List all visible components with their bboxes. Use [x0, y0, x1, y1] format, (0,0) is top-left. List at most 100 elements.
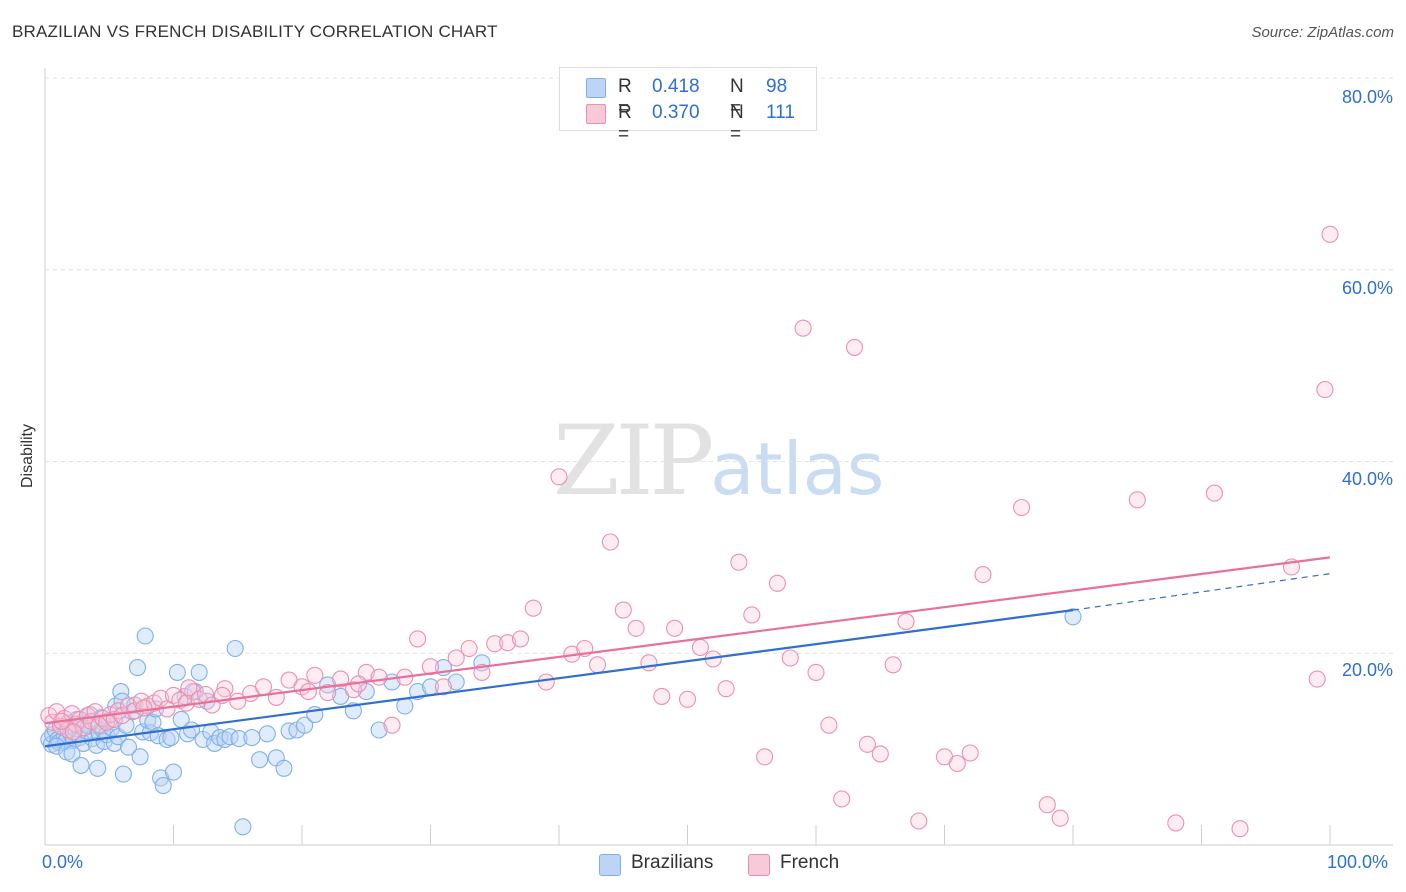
y-tick-60: 60.0%: [1341, 278, 1393, 298]
y-tick-40: 40.0%: [1341, 469, 1393, 489]
legend-r-value: 0.418: [652, 76, 700, 97]
french-point: [152, 689, 170, 707]
x-tick-max: 100.0%: [1327, 852, 1389, 872]
brazilian-trend-line: [44, 609, 1074, 748]
legend-n-value: 111: [766, 102, 795, 123]
french-point: [614, 601, 632, 619]
brazilian-point: [190, 663, 208, 681]
french-point: [421, 658, 440, 676]
french-point: [550, 468, 568, 486]
bottom-legend-label-french: French: [780, 852, 840, 873]
brazilian-point: [370, 721, 388, 739]
french-point: [1316, 381, 1334, 399]
french-point: [794, 319, 812, 337]
legend-r-label: R =: [618, 102, 632, 145]
french-point: [845, 338, 864, 356]
french-point: [1308, 670, 1326, 688]
french-point: [730, 553, 748, 571]
french-point: [460, 639, 478, 658]
y-tick-20: 20.0%: [1341, 660, 1393, 680]
brazilian-point: [119, 738, 138, 756]
legend-n-label: N =: [730, 102, 744, 145]
french-point: [768, 574, 786, 592]
french-point: [820, 716, 838, 734]
french-point: [306, 666, 324, 684]
french-trend-line: [44, 556, 1331, 725]
french-point: [486, 635, 504, 653]
french-point: [833, 790, 851, 808]
stats-legend: R = 0.418 N = 98 R = 0.370 N = 111: [559, 67, 817, 145]
brazilian-point: [168, 663, 186, 681]
bottom-legend-label-brazilians: Brazilians: [631, 852, 714, 873]
french-point: [1128, 491, 1146, 509]
french-point: [948, 754, 966, 773]
brazilian-point: [447, 673, 465, 691]
brazilian-point: [114, 765, 132, 783]
legend-n-value: 98: [766, 76, 788, 97]
french-point: [640, 654, 658, 672]
french-point: [409, 630, 427, 648]
brazilian-point: [1064, 608, 1082, 626]
french-point: [254, 678, 273, 696]
french-point: [299, 683, 317, 701]
brazilian-point: [296, 716, 314, 734]
brazilian-point: [216, 730, 234, 749]
french-point: [910, 812, 928, 830]
brazilian-point: [164, 763, 183, 781]
brazilian-point: [243, 729, 261, 747]
french-point: [756, 748, 774, 766]
brazilian-point: [87, 736, 105, 754]
french-point: [1321, 225, 1339, 243]
bottom-legend-swatch-brazilians: [599, 854, 621, 876]
french-point: [135, 699, 153, 717]
legend-n-label: N =: [730, 76, 744, 119]
legend-swatch-brazilians: [586, 78, 606, 98]
french-point: [1051, 809, 1069, 827]
french-point: [1013, 498, 1031, 517]
french-point: [319, 684, 337, 702]
french-point: [383, 716, 401, 734]
french-point: [601, 533, 619, 551]
french-point: [1167, 814, 1185, 832]
french-point: [897, 613, 915, 631]
brazilian-point: [72, 756, 90, 774]
french-point: [627, 619, 645, 637]
watermark-atlas: atlas: [710, 427, 885, 511]
brazilian-point: [63, 745, 81, 763]
french-point: [524, 599, 542, 617]
chart-title: BRAZILIAN VS FRENCH DISABILITY CORRELATI…: [12, 22, 498, 41]
brazilian-point: [251, 751, 269, 769]
french-point: [1038, 796, 1056, 814]
french-point: [1205, 484, 1223, 502]
brazilian-point: [226, 639, 244, 658]
french-point: [858, 735, 876, 753]
brazilian-point: [74, 734, 93, 752]
french-point: [884, 656, 902, 674]
y-axis-label: Disability: [19, 423, 36, 489]
french-point: [974, 566, 992, 584]
french-point: [717, 680, 735, 698]
french-point: [113, 707, 131, 725]
french-point: [781, 649, 799, 667]
french-point: [537, 673, 555, 691]
french-point: [871, 745, 889, 763]
source-label: Source: ZipAtlas.com: [1251, 24, 1394, 41]
brazilian-point: [154, 777, 172, 795]
bottom-legend-swatch-french: [748, 854, 770, 876]
brazilian-point: [234, 818, 252, 836]
french-point: [666, 619, 684, 637]
brazilian-point: [258, 725, 276, 743]
french-point: [216, 680, 234, 698]
brazilian-point: [136, 627, 154, 645]
brazilian-point: [162, 729, 180, 747]
brazilian-point: [89, 759, 107, 777]
legend-r-label: R =: [618, 76, 632, 119]
brazilian-point: [128, 659, 147, 677]
french-point: [180, 679, 198, 697]
french-point: [691, 638, 709, 657]
french-point: [653, 687, 671, 705]
french-point: [1231, 820, 1249, 838]
french-point: [332, 670, 350, 688]
brazilian-point: [131, 748, 149, 766]
